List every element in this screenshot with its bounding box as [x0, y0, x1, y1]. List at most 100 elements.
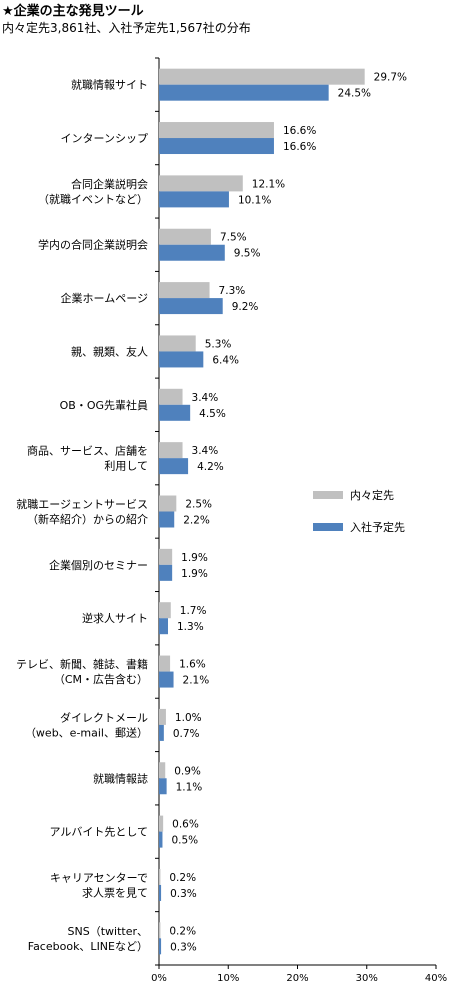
bar-nyusha [159, 671, 174, 688]
bar-value-label: 0.3% [170, 888, 197, 900]
bar-value-label: 10.1% [238, 194, 271, 206]
bar-value-label: 1.0% [175, 712, 202, 724]
bar-value-label: 1.9% [181, 552, 208, 564]
bar-value-label: 29.7% [374, 72, 407, 84]
bar-nyusha [159, 884, 162, 901]
category-label: （CM・広告含む） [54, 672, 148, 686]
category-label: テレビ、新聞、雑誌、書籍 [16, 657, 148, 671]
category-label: 就職情報誌 [93, 771, 148, 785]
category-label: ダイレクトメール [60, 710, 148, 724]
category-label: （web、e-mail、郵送） [25, 725, 148, 739]
category-label: 求人票を見て [82, 886, 148, 899]
bar-value-label: 12.1% [252, 178, 285, 190]
bar-naiteisaki [159, 335, 196, 352]
x-tick-label: 40% [425, 973, 447, 984]
category-label: Facebook、LINEなど） [28, 940, 148, 953]
bar-nyusha [159, 778, 167, 795]
bar-value-label: 1.9% [181, 568, 208, 580]
bar-value-label: 1.1% [176, 781, 203, 793]
bar-value-label: 1.7% [180, 605, 207, 617]
bar-value-label: 2.2% [183, 515, 210, 527]
bar-value-label: 0.3% [170, 941, 197, 953]
bar-naiteisaki [159, 442, 183, 459]
category-label: 合同企業説明会 [71, 177, 148, 191]
x-tick-label: 0% [151, 973, 167, 984]
category-label: 学内の合同企業説明会 [38, 238, 148, 252]
bar-nyusha [159, 618, 169, 635]
category-label: キャリアセンターで [50, 871, 148, 884]
category-label: OB・OG先輩社員 [60, 398, 148, 412]
bar-value-label: 4.5% [199, 408, 226, 420]
bar-value-label: 1.3% [177, 621, 204, 633]
category-label: 就職エージェントサービス [16, 497, 148, 511]
bar-value-label: 9.5% [234, 248, 261, 260]
legend-label: 内々定先 [350, 488, 394, 502]
bar-nyusha [159, 298, 223, 315]
bar-naiteisaki [159, 282, 210, 299]
bar-nyusha [159, 831, 163, 848]
bar-nyusha [159, 191, 229, 208]
bar-value-label: 16.6% [283, 141, 316, 153]
bar-value-label: 0.2% [169, 872, 196, 884]
bar-value-label: 3.4% [192, 392, 219, 404]
bar-nyusha [159, 84, 329, 101]
bar-nyusha [159, 511, 175, 528]
bar-value-label: 0.5% [171, 835, 198, 847]
bar-value-label: 4.2% [197, 461, 224, 473]
bar-nyusha [159, 244, 225, 261]
category-label: SNS（twitter、 [68, 925, 148, 938]
bar-naiteisaki [159, 495, 177, 512]
legend-swatch [313, 491, 343, 499]
bar-nyusha [159, 351, 204, 368]
category-label: 逆求人サイト [82, 611, 148, 625]
bar-nyusha [159, 938, 162, 955]
chart-title: ★企業の主な発見ツール [2, 4, 144, 19]
bar-nyusha [159, 458, 189, 475]
legend-swatch [313, 523, 343, 531]
bar-value-label: 1.6% [179, 659, 206, 671]
category-label: 親、親類、友人 [71, 344, 148, 358]
bar-value-label: 2.1% [183, 675, 210, 687]
category-label: （就職イベントなど） [38, 192, 148, 206]
bar-value-label: 6.4% [212, 354, 239, 366]
bar-naiteisaki [159, 388, 183, 405]
bar-value-label: 16.6% [283, 125, 316, 137]
category-label: 企業個別のセミナー [49, 558, 148, 572]
category-label: 商品、サービス、店舗を [27, 444, 148, 458]
bar-value-label: 0.2% [169, 925, 196, 937]
legend-label: 入社予定先 [350, 520, 405, 534]
bar-nyusha [159, 564, 173, 581]
category-label: 利用して [104, 460, 148, 473]
chart-subtitle: 内々定先3,861社、入社予定先1,567社の分布 [2, 21, 251, 35]
x-tick-label: 20% [286, 973, 308, 984]
bar-value-label: 9.2% [232, 301, 259, 313]
bar-value-label: 3.4% [192, 445, 219, 457]
bar-nyusha [159, 724, 164, 741]
category-label: （新卒紹介）からの紹介 [27, 512, 148, 526]
category-label: 企業ホームページ [61, 291, 148, 305]
bar-value-label: 0.9% [174, 765, 201, 777]
bar-naiteisaki [159, 655, 171, 672]
bar-naiteisaki [159, 68, 365, 85]
x-tick-label: 30% [356, 973, 378, 984]
bar-naiteisaki [159, 815, 164, 832]
bar-naiteisaki [159, 762, 166, 779]
bar-naiteisaki [159, 175, 243, 192]
bar-naiteisaki [159, 228, 211, 245]
category-label: インターンシップ [61, 132, 148, 145]
bar-value-label: 7.5% [220, 232, 247, 244]
bar-value-label: 0.7% [173, 728, 200, 740]
bar-value-label: 5.3% [205, 338, 232, 350]
category-label: 就職情報サイト [71, 78, 148, 92]
bar-naiteisaki [159, 602, 171, 619]
bar-naiteisaki [159, 708, 166, 725]
bar-nyusha [159, 138, 274, 155]
bar-value-label: 2.5% [185, 499, 212, 511]
bar-value-label: 0.6% [172, 819, 199, 831]
bar-naiteisaki [159, 548, 173, 565]
bar-naiteisaki [159, 868, 161, 885]
category-label: アルバイト先として [49, 826, 148, 839]
bar-nyusha [159, 404, 191, 421]
bar-value-label: 7.3% [219, 285, 246, 297]
